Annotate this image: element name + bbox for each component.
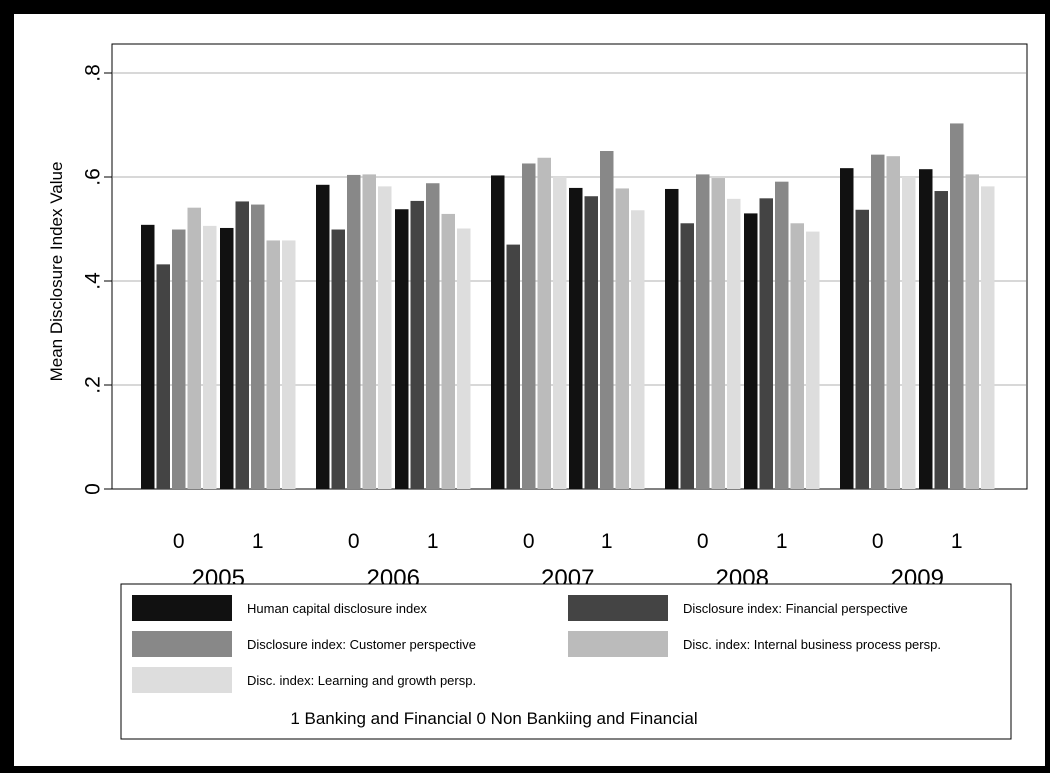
y-tick-label: .4: [82, 272, 105, 290]
bar: [680, 223, 694, 489]
bar: [331, 229, 345, 489]
bar: [950, 123, 964, 489]
legend-swatch: [132, 667, 232, 693]
legend-label: Disc. index: Learning and growth persp.: [247, 673, 476, 688]
bar: [919, 169, 933, 489]
bar: [744, 213, 758, 489]
subgroup-label: 1: [951, 530, 963, 553]
bar: [506, 244, 520, 489]
legend-label: Disc. index: Internal business process p…: [683, 637, 941, 652]
bar: [395, 209, 409, 490]
bar: [965, 174, 979, 489]
bar: [266, 240, 280, 489]
subgroup-label: 1: [776, 530, 788, 553]
bar: [282, 240, 296, 489]
legend-label: Disclosure index: Financial perspective: [683, 601, 908, 616]
bar: [141, 224, 155, 489]
bar: [711, 178, 725, 490]
subgroup-label: 0: [523, 530, 535, 553]
bar: [775, 181, 789, 489]
bar: [934, 191, 948, 490]
subgroup-label: 0: [872, 530, 884, 553]
legend-swatch: [132, 631, 232, 657]
y-tick-label: 0: [82, 483, 105, 495]
bar: [156, 264, 170, 489]
bar: [886, 156, 900, 489]
bar: [235, 201, 249, 489]
bar: [491, 175, 505, 489]
legend-label: Human capital disclosure index: [247, 601, 427, 616]
bar: [172, 229, 186, 489]
bar: [806, 231, 820, 489]
bar: [855, 209, 869, 489]
bar: [981, 186, 995, 490]
bar: [537, 157, 551, 489]
bar: [631, 210, 645, 489]
bar: [362, 174, 376, 489]
bar: [347, 174, 361, 490]
bar: [220, 227, 234, 489]
bar: [187, 207, 201, 489]
bar: [665, 188, 679, 489]
subgroup-label: 0: [697, 530, 709, 553]
bar: [251, 204, 265, 489]
bar: [600, 151, 614, 489]
y-axis-label: Mean Disclosure Index Value: [47, 162, 66, 382]
bar: [553, 176, 567, 490]
subgroup-label: 1: [601, 530, 613, 553]
subgroup-label: 0: [348, 530, 360, 553]
legend-note: 1 Banking and Financial 0 Non Bankiing a…: [290, 709, 697, 728]
legend-swatch: [568, 595, 668, 621]
bar-chart: 0 .2 .4 .6 .8 Mean Disclosure Index Value 0 1 0 1…: [47, 43, 1028, 740]
y-tick-label: .6: [82, 168, 105, 186]
legend-swatch: [568, 631, 668, 657]
subgroup-label: 1: [252, 530, 264, 553]
legend-swatch: [132, 595, 232, 621]
bar: [203, 225, 217, 489]
bar: [871, 154, 885, 489]
bar: [316, 184, 330, 490]
bar: [441, 213, 455, 490]
chart-frame: 0 .2 .4 .6 .8 Mean Disclosure Index Value 0 1 0 1…: [14, 14, 1045, 766]
bar: [615, 188, 629, 489]
bar: [569, 187, 583, 490]
subgroup-label: 1: [427, 530, 439, 553]
bar: [522, 163, 536, 490]
bar: [840, 168, 854, 489]
subgroup-label: 0: [173, 530, 185, 553]
bar: [584, 196, 598, 490]
bar: [727, 198, 741, 489]
bar: [378, 186, 392, 490]
legend-label: Disclosure index: Customer perspective: [247, 637, 476, 652]
legend-box: [120, 583, 1012, 740]
bar: [426, 183, 440, 490]
y-tick-label: .8: [82, 64, 105, 82]
bar: [759, 198, 773, 489]
bar: [902, 176, 916, 490]
y-tick-label: .2: [82, 376, 105, 394]
bar: [696, 174, 710, 489]
bar: [790, 223, 804, 489]
bar: [457, 228, 471, 490]
bar: [410, 200, 424, 490]
